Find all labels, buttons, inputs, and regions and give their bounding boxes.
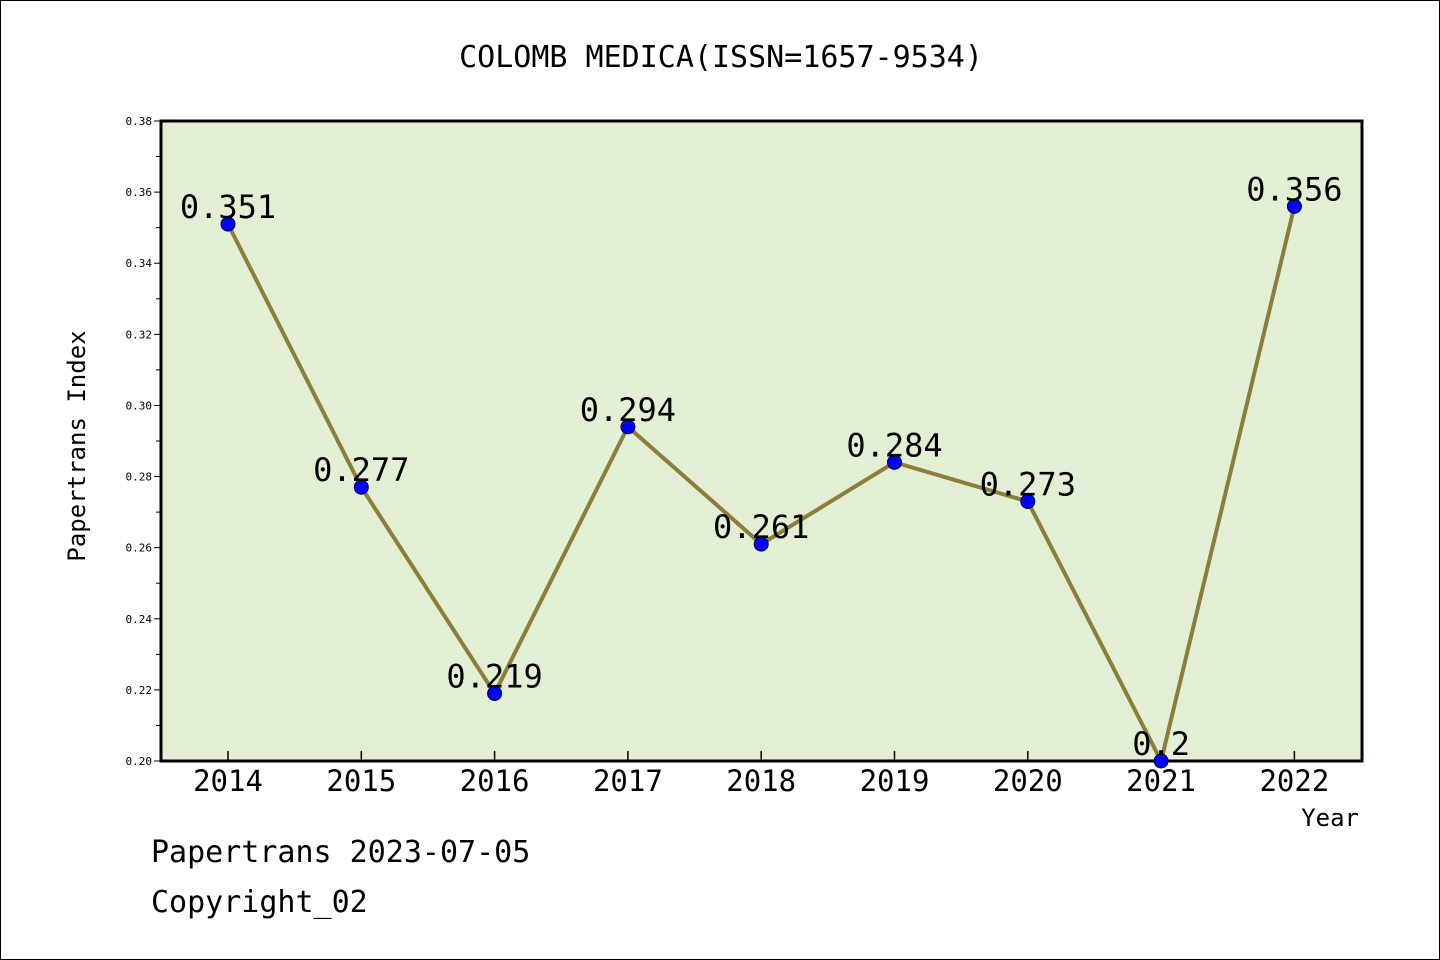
footer-copyright-text: Copyright_02: [151, 885, 368, 920]
data-label: 0.356: [1246, 170, 1342, 208]
data-point: [353, 479, 369, 495]
y-tick-label: 0.22: [126, 684, 153, 697]
y-axis-title: Papertrans Index: [63, 330, 91, 561]
y-tick-label: 0.34: [126, 257, 153, 270]
data-label: 0.351: [180, 188, 276, 226]
data-labels: 0.351 0.277 0.219 0.294 0.261 0.284 0.273 0.2 0.…: [180, 170, 1343, 763]
data-label: 0.284: [846, 426, 942, 464]
data-point: [887, 454, 902, 470]
x-tick-label: 2018: [726, 764, 796, 798]
footer-date-text: Papertrans 2023-07-05: [151, 835, 531, 870]
data-label: 0.294: [580, 391, 676, 429]
data-label: 0.277: [313, 451, 409, 489]
y-tick-label: 0.30: [126, 399, 153, 412]
data-point: [1020, 493, 1036, 509]
data-label: 0.273: [980, 465, 1076, 503]
x-tick-label: 2017: [593, 764, 663, 798]
data-point: [620, 419, 636, 435]
y-tick-label: 0.24: [126, 613, 153, 626]
x-tick-label: 2015: [326, 764, 396, 798]
data-point: [487, 685, 503, 701]
data-label: 0.261: [713, 508, 809, 546]
data-point: [1153, 753, 1169, 769]
x-axis-title: Year: [1301, 804, 1359, 832]
y-tick-label: 0.38: [126, 115, 153, 128]
y-tick-label: 0.28: [126, 471, 153, 484]
x-tick-label: 2021: [1126, 764, 1196, 798]
data-label: 0.219: [446, 657, 542, 695]
y-axis: 0.20 0.22 0.24 0.26 0.28 0.30 0.32 0.34 0.36 0.38: [126, 115, 161, 768]
x-tick-label: 2019: [860, 764, 930, 798]
chart-title: COLOMB MEDICA(ISSN=1657-9534): [459, 40, 983, 75]
y-tick-label: 0.26: [126, 542, 153, 555]
x-tick-label: 2014: [193, 764, 263, 798]
data-point: [753, 536, 769, 552]
y-tick-label: 0.36: [126, 186, 153, 199]
plot-area: [159, 119, 1364, 763]
data-point: [1286, 198, 1302, 214]
y-tick-label: 0.32: [126, 328, 153, 341]
series-markers: [220, 198, 1302, 769]
y-tick-label: 0.20: [126, 755, 153, 768]
x-axis: 2014 2015 2016 2017 2018 2019 2020 2021 2022: [193, 751, 1329, 798]
x-tick-label: 2022: [1259, 764, 1329, 798]
data-label: 0.2: [1132, 725, 1190, 763]
data-point: [220, 216, 236, 232]
x-tick-label: 2020: [993, 764, 1063, 798]
x-tick-label: 2016: [460, 764, 530, 798]
